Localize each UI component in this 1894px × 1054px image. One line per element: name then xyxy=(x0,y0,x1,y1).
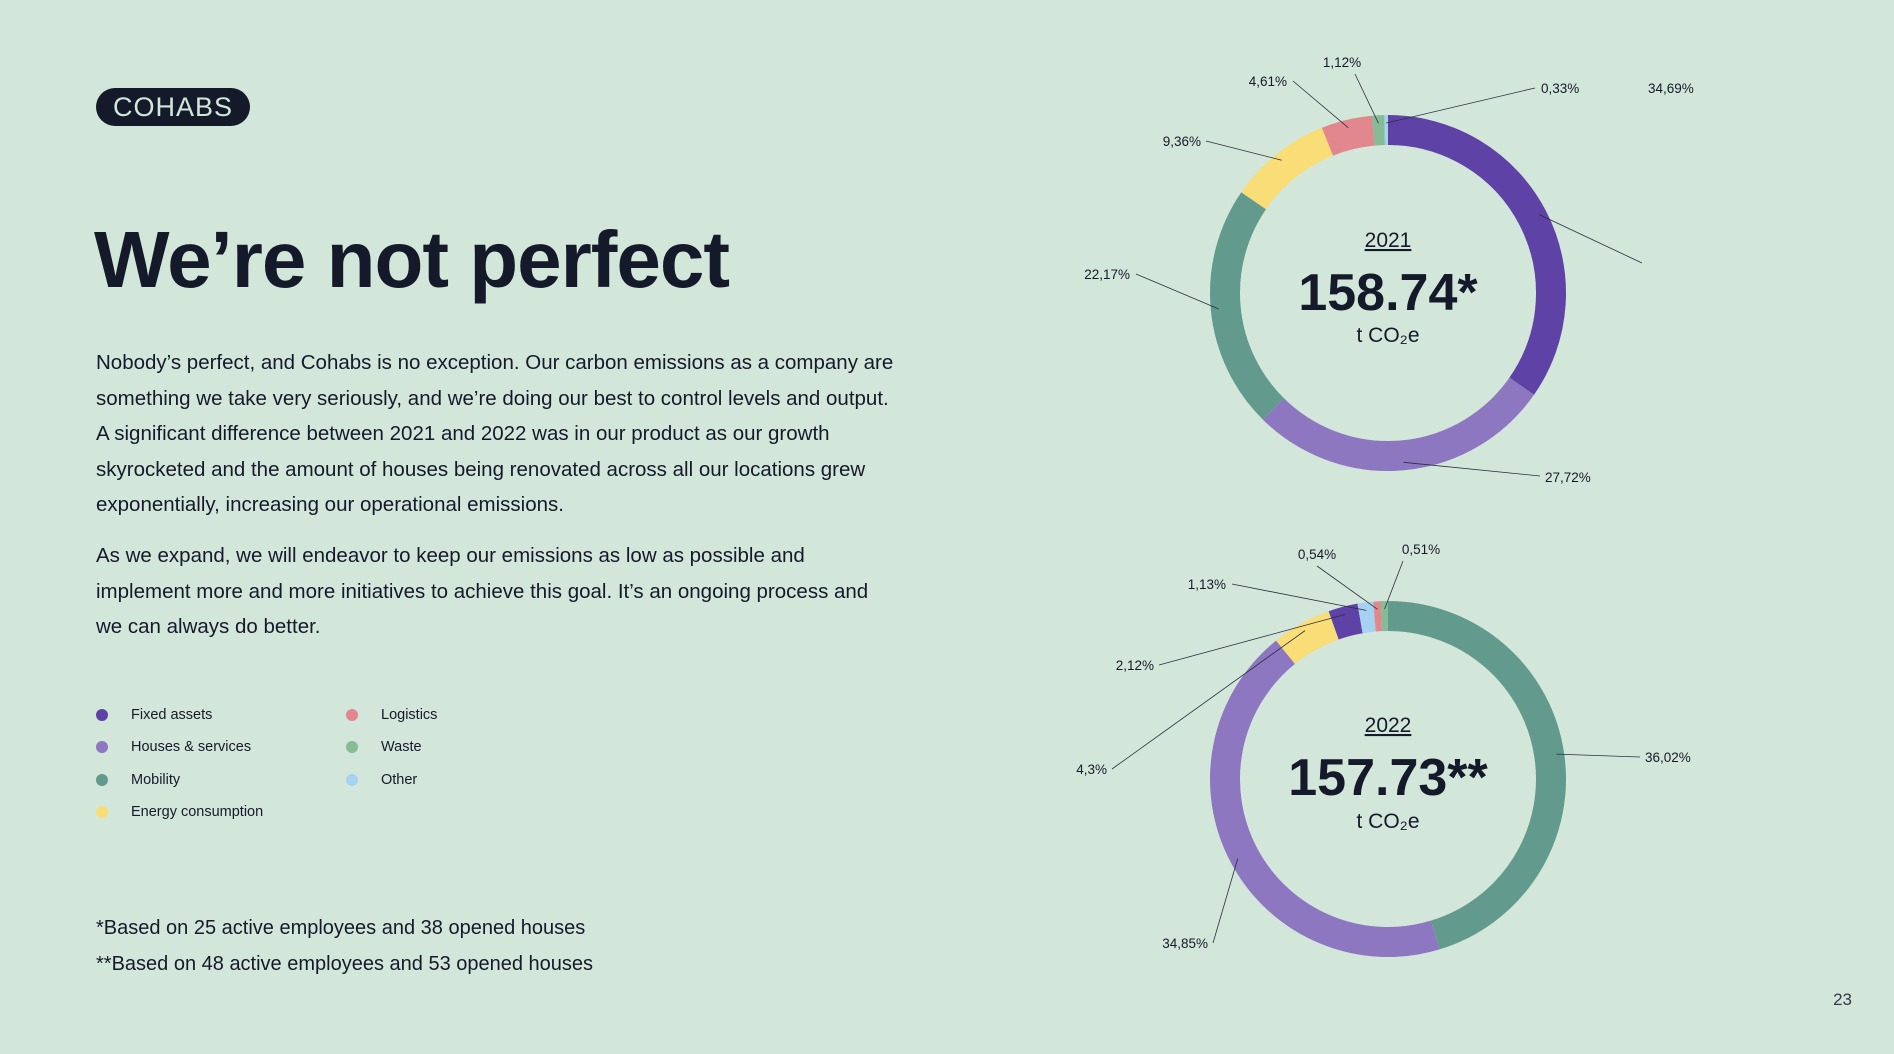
leader-line-2021-fixed-assets xyxy=(1538,213,1643,264)
slice-2022-energy-consumption xyxy=(1276,611,1339,665)
chart-total-2022: 157.73** xyxy=(1288,749,1488,807)
legend-label: Logistics xyxy=(381,707,438,723)
legend-label: Other xyxy=(381,772,418,788)
slice-2021-houses-services xyxy=(1262,377,1535,471)
legend-label: Houses & services xyxy=(131,739,252,755)
chart-legend: Fixed assets Houses & services Mobility … xyxy=(96,705,516,835)
legend-dot xyxy=(96,774,108,786)
legend-item-logistics: Logistics xyxy=(346,705,437,725)
slice-2021-waste xyxy=(1371,115,1386,146)
slice-2021-mobility xyxy=(1210,192,1285,420)
intro-paragraph: Nobody’s perfect, and Cohabs is no excep… xyxy=(96,351,894,516)
slice-label-2022-energy-consumption: 4,3% xyxy=(1076,762,1107,777)
legend-dot xyxy=(346,741,358,753)
slice-label-2021-fixed-assets: 34,69% xyxy=(1648,81,1694,96)
donut-chart-2021: 34,69% 27,72% 22,17% 9,36% 4,61% 1,12% 0,33% 2… xyxy=(1084,55,1694,485)
legend-label: Energy consumption xyxy=(131,804,264,820)
slice-2021-fixed-assets xyxy=(1387,115,1566,395)
legend-label: Waste xyxy=(381,739,422,755)
slice-label-2021-logistics: 4,61% xyxy=(1249,74,1287,89)
leader-line-2021-logistics xyxy=(1292,80,1349,129)
page-title: We’re not perfect xyxy=(94,215,730,304)
slice-2022-mobility xyxy=(1387,601,1566,950)
slice-label-2021-other: 0,33% xyxy=(1541,81,1579,96)
leader-line-2022-other xyxy=(1231,583,1367,611)
leader-line-2021-energy-consumption xyxy=(1205,140,1282,161)
leader-line-2022-logistics xyxy=(1316,565,1378,610)
chart-unit-2021: t CO₂e xyxy=(1357,324,1420,347)
slice-label-2022-fixed-assets: 2,12% xyxy=(1116,658,1154,673)
legend-item-houses-services: Houses & services xyxy=(96,737,251,757)
chart-total-2021: 158.74* xyxy=(1298,264,1478,322)
slice-label-2022-waste: 0,51% xyxy=(1402,542,1440,557)
leader-line-2022-energy-consumption xyxy=(1111,630,1306,770)
slice-label-2022-logistics: 0,54% xyxy=(1298,547,1336,562)
slice-2021-logistics xyxy=(1321,115,1375,156)
leader-line-2022-waste xyxy=(1384,560,1404,610)
slice-label-2021-energy-consumption: 9,36% xyxy=(1163,134,1201,149)
chart-unit-2022: t CO₂e xyxy=(1357,810,1420,833)
chart-year-2021: 2021 xyxy=(1365,229,1412,252)
leader-line-2021-mobility xyxy=(1135,273,1219,310)
legend-dot xyxy=(346,709,358,721)
leader-line-2022-houses-services xyxy=(1212,858,1239,944)
legend-item-fixed-assets: Fixed assets xyxy=(96,705,212,725)
donut-chart-2022: 36,02% 34,85% 4,3% 2,12% 1,13% 0,54% 0,51% 202… xyxy=(1076,542,1691,957)
slice-label-2021-houses-services: 27,72% xyxy=(1545,470,1591,485)
leader-line-2021-other xyxy=(1386,87,1536,124)
legend-dot xyxy=(346,774,358,786)
cohabs-logo: COHABS xyxy=(96,88,251,126)
slice-2022-houses-services xyxy=(1210,640,1440,957)
legend-dot xyxy=(96,741,108,753)
leader-line-2022-mobility xyxy=(1556,753,1641,758)
slice-label-2021-mobility: 22,17% xyxy=(1084,267,1130,282)
commitment-paragraph: As we expand, we will endeavor to keep o… xyxy=(96,544,869,638)
slice-2022-fixed-assets xyxy=(1328,603,1363,640)
leader-line-2021-waste xyxy=(1354,73,1379,124)
legend-label: Fixed assets xyxy=(131,707,213,723)
leader-line-2021-houses-services xyxy=(1403,461,1541,477)
footnote-2021: *Based on 25 active employees and 38 ope… xyxy=(96,917,586,939)
legend-item-waste: Waste xyxy=(346,737,422,757)
legend-label: Mobility xyxy=(131,772,181,788)
legend-item-other: Other xyxy=(346,770,417,790)
page-number: 23 xyxy=(1833,990,1852,1009)
legend-dot xyxy=(96,709,108,721)
chart-year-2022: 2022 xyxy=(1365,714,1412,737)
slice-label-2022-houses-services: 34,85% xyxy=(1162,936,1208,951)
legend-item-mobility: Mobility xyxy=(96,770,180,790)
legend-dot xyxy=(96,806,108,818)
footnote-2022: **Based on 48 active employees and 53 op… xyxy=(96,953,594,975)
slice-label-2021-waste: 1,12% xyxy=(1323,55,1361,70)
slice-label-2022-other: 1,13% xyxy=(1188,577,1226,592)
slice-2021-energy-consumption xyxy=(1241,127,1334,210)
slice-label-2022-mobility: 36,02% xyxy=(1645,750,1691,765)
leader-line-2022-fixed-assets xyxy=(1158,614,1346,666)
slice-2022-other xyxy=(1357,601,1376,634)
legend-item-energy-consumption: Energy consumption xyxy=(96,802,263,822)
